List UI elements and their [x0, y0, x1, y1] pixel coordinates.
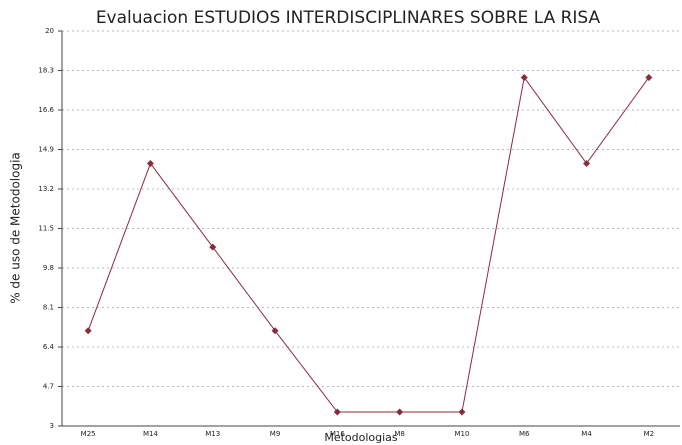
marker — [146, 159, 154, 167]
y-tick-label: 9.8 — [43, 264, 54, 272]
y-tick-label: 13.2 — [38, 185, 54, 193]
y-tick-label: 20 — [45, 27, 54, 35]
x-axis-label: Metodologias — [324, 431, 398, 444]
x-tick-label: M25 — [81, 430, 96, 438]
marker — [645, 73, 653, 81]
marker — [333, 408, 341, 416]
y-tick-label: 6.4 — [43, 343, 55, 351]
x-tick-label: M10 — [454, 430, 469, 438]
y-tick-label: 8.1 — [43, 304, 54, 312]
marker — [520, 73, 528, 81]
x-tick-label: M14 — [143, 430, 158, 438]
line — [87, 76, 650, 413]
x-tick-label: M13 — [205, 430, 220, 438]
x-tick-label: M16 — [330, 430, 345, 438]
y-tick-label: 4.7 — [43, 383, 54, 391]
x-tick-label: M9 — [270, 430, 281, 438]
x-tick-label: M2 — [644, 430, 655, 438]
y-tick-label: 16.6 — [38, 106, 54, 114]
x-tick-label: M6 — [519, 430, 530, 438]
y-tick-label: 18.3 — [38, 67, 54, 75]
y-axis-label: % de uso de Metodologia — [9, 152, 23, 304]
marker — [209, 243, 217, 251]
marker — [271, 327, 279, 335]
marker — [458, 408, 466, 416]
x-tick-label: M4 — [581, 430, 592, 438]
y-tick-label: 14.9 — [38, 146, 54, 154]
x-tick-label: M8 — [394, 430, 405, 438]
y-tick-label: 11.5 — [38, 225, 54, 233]
marker — [583, 159, 591, 167]
chart-title: Evaluacion ESTUDIOS INTERDISCIPLINARES S… — [96, 8, 601, 28]
y-tick-label: 3 — [50, 422, 54, 430]
marker — [84, 327, 92, 335]
marker — [396, 408, 404, 416]
